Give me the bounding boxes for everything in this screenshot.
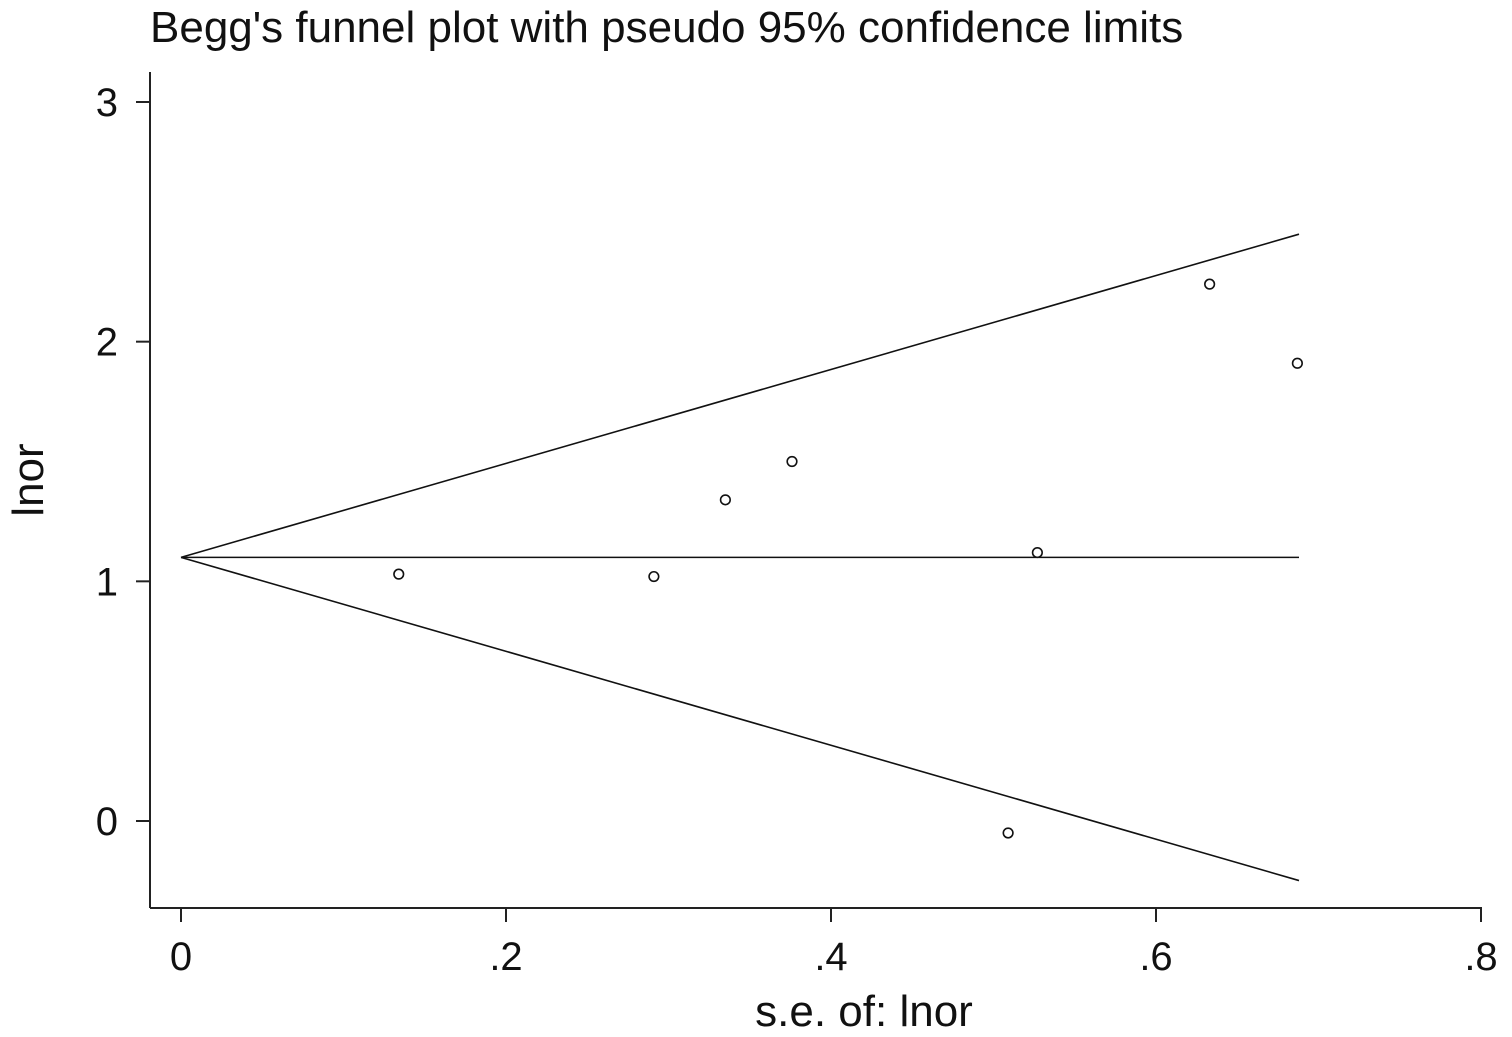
- lower-confidence-limit-line: [180, 556, 1300, 882]
- y-tick-label: 3: [96, 81, 118, 125]
- x-tick-label: .4: [814, 935, 847, 979]
- y-tick-label: 1: [96, 560, 118, 604]
- x-tick-label: .8: [1464, 935, 1497, 979]
- y-axis-label: lnor: [4, 443, 53, 516]
- x-tick-label: .2: [489, 935, 522, 979]
- study-point: [648, 570, 660, 583]
- x-axis-ticks: 0 .2 .4 .6 .8: [170, 908, 1498, 979]
- study-point: [1002, 827, 1014, 839]
- upper-confidence-limit-line: [180, 233, 1300, 559]
- study-point: [1291, 357, 1303, 369]
- study-point: [1031, 546, 1043, 559]
- x-tick-label: 0: [170, 935, 192, 979]
- study-points: [393, 278, 1303, 839]
- y-tick-label: 2: [96, 321, 118, 365]
- chart-title: Begg's funnel plot with pseudo 95% confi…: [150, 3, 1183, 52]
- y-axis-ticks: 0 1 2 3: [96, 81, 150, 844]
- study-point: [1204, 278, 1216, 290]
- study-point: [786, 455, 798, 468]
- study-point: [719, 494, 731, 506]
- study-point: [393, 568, 405, 580]
- x-tick-label: .6: [1139, 935, 1172, 979]
- funnel-lines: [180, 233, 1300, 882]
- x-axis-label: s.e. of: lnor: [755, 987, 973, 1036]
- y-tick-label: 0: [96, 800, 118, 844]
